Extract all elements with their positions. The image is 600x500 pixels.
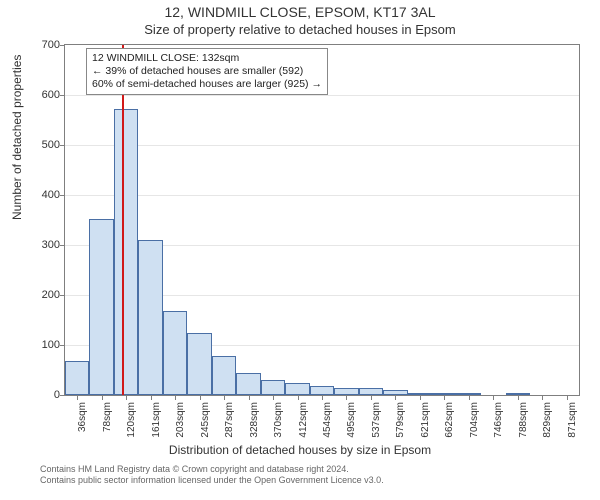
x-tick-mark bbox=[249, 396, 250, 400]
chart-subtitle: Size of property relative to detached ho… bbox=[0, 20, 600, 39]
histogram-bar bbox=[408, 393, 432, 395]
x-tick-mark bbox=[518, 396, 519, 400]
histogram-bar bbox=[163, 311, 187, 395]
histogram-bar bbox=[212, 356, 236, 395]
chart-title: 12, WINDMILL CLOSE, EPSOM, KT17 3AL bbox=[0, 0, 600, 20]
x-tick-mark bbox=[371, 396, 372, 400]
x-tick-mark bbox=[200, 396, 201, 400]
y-tick-label: 500 bbox=[28, 139, 60, 151]
x-tick-mark bbox=[102, 396, 103, 400]
annotation-box: 12 WINDMILL CLOSE: 132sqm ← 39% of detac… bbox=[86, 48, 328, 95]
x-tick-mark bbox=[273, 396, 274, 400]
histogram-bar bbox=[114, 109, 138, 395]
histogram-bar bbox=[383, 390, 407, 395]
x-tick-mark bbox=[346, 396, 347, 400]
y-tick-label: 600 bbox=[28, 89, 60, 101]
histogram-bar bbox=[506, 393, 530, 395]
y-tick-label: 200 bbox=[28, 289, 60, 301]
histogram-bar bbox=[187, 333, 211, 395]
credits-line-2: Contains public sector information licen… bbox=[40, 475, 580, 486]
grid-line bbox=[65, 195, 579, 196]
annotation-line-1: 12 WINDMILL CLOSE: 132sqm bbox=[92, 52, 322, 65]
histogram-bar bbox=[285, 383, 309, 395]
histogram-bar bbox=[457, 393, 481, 395]
histogram-bar bbox=[261, 380, 285, 395]
x-tick-mark bbox=[224, 396, 225, 400]
x-tick-mark bbox=[567, 396, 568, 400]
plot-area bbox=[64, 44, 580, 396]
x-tick-mark bbox=[126, 396, 127, 400]
y-axis-label: Number of detached properties bbox=[10, 55, 24, 220]
y-tick-label: 300 bbox=[28, 239, 60, 251]
y-tick-label: 100 bbox=[28, 339, 60, 351]
credits: Contains HM Land Registry data © Crown c… bbox=[40, 464, 580, 487]
marker-line bbox=[122, 45, 124, 395]
histogram-bar bbox=[432, 393, 456, 395]
y-tick-label: 400 bbox=[28, 189, 60, 201]
x-tick-mark bbox=[298, 396, 299, 400]
x-tick-mark bbox=[420, 396, 421, 400]
x-axis-label: Distribution of detached houses by size … bbox=[0, 443, 600, 457]
chart-container: 12, WINDMILL CLOSE, EPSOM, KT17 3AL Size… bbox=[0, 0, 600, 500]
histogram-bar bbox=[236, 373, 260, 395]
x-tick-mark bbox=[151, 396, 152, 400]
y-tick-label: 0 bbox=[28, 389, 60, 401]
y-tick-label: 700 bbox=[28, 39, 60, 51]
x-tick-mark bbox=[542, 396, 543, 400]
histogram-bar bbox=[65, 361, 89, 395]
histogram-bar bbox=[310, 386, 334, 395]
x-tick-mark bbox=[469, 396, 470, 400]
x-tick-mark bbox=[493, 396, 494, 400]
credits-line-1: Contains HM Land Registry data © Crown c… bbox=[40, 464, 580, 475]
x-tick-mark bbox=[322, 396, 323, 400]
x-tick-mark bbox=[395, 396, 396, 400]
histogram-bar bbox=[89, 219, 113, 395]
histogram-bar bbox=[334, 388, 358, 395]
histogram-bar bbox=[359, 388, 383, 395]
grid-line bbox=[65, 145, 579, 146]
x-tick-mark bbox=[77, 396, 78, 400]
x-tick-mark bbox=[444, 396, 445, 400]
annotation-line-2: ← 39% of detached houses are smaller (59… bbox=[92, 65, 322, 78]
x-tick-mark bbox=[175, 396, 176, 400]
annotation-line-3: 60% of semi-detached houses are larger (… bbox=[92, 78, 322, 91]
histogram-bar bbox=[138, 240, 162, 395]
